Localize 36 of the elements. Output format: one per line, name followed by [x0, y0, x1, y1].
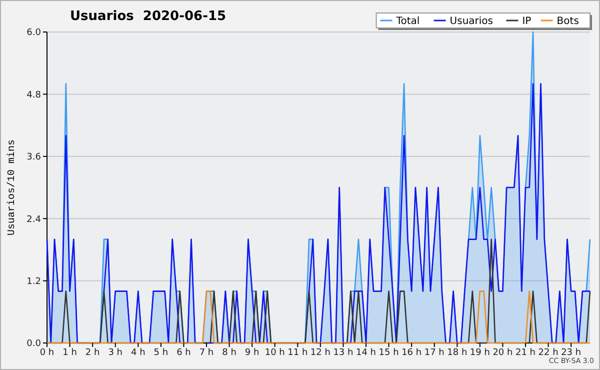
x-tick-label: 3 h	[108, 348, 123, 358]
x-tick-label: 15 h	[378, 348, 399, 358]
x-tick-label: 0 h	[40, 348, 54, 358]
x-tick-label: 4 h	[130, 348, 146, 358]
x-tick-label: 13 h	[333, 348, 354, 358]
legend-label: Bots	[556, 16, 579, 27]
x-tick-label: 12 h	[310, 348, 330, 358]
x-tick-label: 10 h	[264, 348, 285, 358]
y-tick-label: 2.4	[26, 214, 42, 225]
x-tick-label: 21 h	[516, 348, 536, 358]
y-tick-label: 1.2	[26, 276, 41, 287]
x-tick-label: 14 h	[356, 348, 376, 358]
y-axis-title: Usuarios/10 mins	[6, 139, 18, 236]
chart-title: Usuarios 2020-06-15	[70, 9, 226, 24]
x-tick-label: 19 h	[470, 348, 490, 358]
x-tick-label: 11 h	[288, 348, 308, 358]
x-tick-label: 7 h	[199, 348, 214, 358]
x-tick-label: 8 h	[222, 348, 236, 358]
legend-label: Usuarios	[450, 16, 494, 27]
x-tick-label: 2 h	[85, 348, 100, 358]
y-tick-label: 6.0	[26, 28, 42, 38]
y-tick-label: 0.0	[26, 339, 42, 350]
legend-label: IP	[522, 16, 532, 27]
legend-label: Total	[395, 16, 420, 27]
y-tick-label: 3.6	[26, 152, 42, 163]
x-tick-label: 5 h	[154, 348, 168, 358]
x-tick-label: 6 h	[176, 348, 191, 358]
x-tick-label: 22 h	[538, 348, 558, 358]
x-tick-label: 18 h	[447, 348, 468, 358]
x-tick-label: 16 h	[402, 348, 422, 358]
x-tick-label: 17 h	[424, 348, 444, 358]
x-tick-label: 9 h	[244, 348, 260, 358]
x-tick-label: 23 h	[561, 348, 582, 358]
y-tick-label: 4.8	[26, 90, 42, 100]
x-tick-label: 1 h	[62, 348, 77, 358]
x-tick-label: 20 h	[492, 348, 513, 358]
